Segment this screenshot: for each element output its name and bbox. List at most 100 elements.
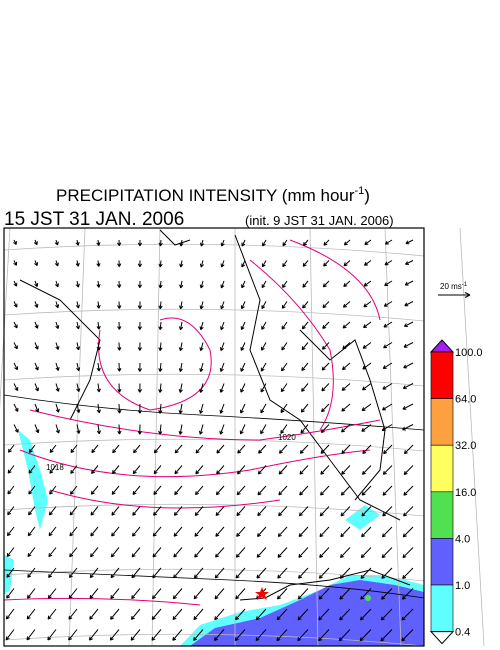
wind-arrow [132, 465, 141, 475]
wind-arrow [261, 301, 267, 310]
wind-arrow [401, 588, 414, 600]
wind-arrow [277, 526, 288, 538]
wind-arrow [158, 239, 163, 247]
wind-arrow [34, 280, 39, 287]
wind-arrow [403, 342, 414, 348]
wind-arrow [193, 567, 204, 579]
wind-arrow [220, 260, 225, 268]
wind-arrow [199, 260, 204, 268]
wind-arrow [362, 362, 372, 370]
wind-arrow [319, 526, 330, 538]
wind-arrow [55, 383, 60, 392]
wind-arrow [220, 280, 225, 289]
wind-arrow [241, 239, 246, 247]
wind-arrow [364, 260, 372, 266]
wind-arrow [199, 362, 204, 372]
wind-arrow [174, 485, 183, 496]
colorbar-label: 16.0 [455, 487, 476, 499]
wind-arrow [54, 260, 59, 267]
wind-arrow [340, 485, 351, 496]
wind-arrow [382, 485, 393, 496]
wind-arrow [363, 280, 372, 287]
wind-arrow [131, 567, 141, 579]
wind-arrow [131, 588, 141, 600]
wind-arrow [342, 342, 351, 350]
wind-arrow [234, 629, 246, 642]
colorbar-label: 32.0 [455, 440, 476, 452]
wind-arrow [301, 342, 309, 351]
wind-arrow [109, 629, 120, 641]
meridian [0, 227, 11, 410]
wind-arrow [13, 239, 17, 245]
wind-arrow [255, 608, 267, 621]
wind-arrow [361, 526, 372, 538]
wind-arrow [318, 608, 330, 621]
wind-arrow [112, 444, 120, 454]
wind-arrow [153, 465, 162, 475]
wind-arrow [362, 444, 372, 455]
wind-arrow [178, 383, 183, 393]
wind-arrow [130, 629, 141, 641]
wind-arrow [261, 342, 267, 351]
scale-sup: -1 [462, 282, 468, 288]
wind-arrow [34, 260, 38, 267]
wind-arrow [172, 629, 183, 641]
wind-arrow [404, 301, 414, 307]
wind-arrow [401, 629, 414, 642]
wind-arrow [151, 629, 162, 641]
wind-arrow [13, 383, 19, 391]
wind-arrow [7, 485, 15, 495]
wind-arrow [54, 239, 59, 246]
wind-arrow [384, 239, 393, 245]
wind-arrow [178, 342, 184, 352]
wind-arrow [137, 403, 142, 414]
map-frame [3, 227, 425, 647]
wind-arrow [5, 629, 15, 641]
wind-arrow [199, 280, 204, 289]
wind-arrow [13, 403, 19, 412]
wind-arrow [117, 362, 122, 372]
wind-arrow [220, 301, 225, 310]
wind-arrow [261, 280, 267, 289]
wind-arrow [117, 280, 122, 288]
colorbar-segment [430, 351, 454, 399]
wind-arrow [193, 588, 204, 600]
wind-arrow [173, 506, 183, 516]
wind-arrow [258, 444, 267, 454]
wind-arrow [172, 588, 183, 600]
wind-arrow [33, 239, 38, 246]
parallel [3, 633, 425, 647]
wind-arrow [193, 629, 204, 641]
wind-arrow [361, 403, 372, 412]
wind-arrow [69, 506, 78, 516]
wind-arrow [158, 280, 163, 289]
wind-arrow [117, 260, 122, 267]
wind-arrow [402, 547, 414, 559]
wind-arrow [96, 260, 101, 267]
wind-arrow [383, 342, 393, 349]
wind-arrow [240, 362, 246, 372]
wind-arrow [49, 444, 57, 453]
wind-arrow [323, 260, 330, 267]
wind-arrow [96, 321, 101, 330]
wind-arrow [320, 444, 330, 454]
wind-arrow [199, 321, 204, 331]
wind-arrow [137, 260, 143, 268]
wind-arrow [383, 444, 393, 455]
wind-arrow [158, 424, 163, 435]
wind-arrow [321, 403, 330, 413]
wind-arrow [89, 567, 99, 579]
wind-arrow [318, 629, 330, 642]
location-star [255, 587, 269, 600]
wind-arrow [215, 485, 225, 496]
wind-arrow [257, 465, 267, 475]
wind-arrow [117, 342, 122, 351]
wind-arrow [34, 424, 40, 434]
wind-arrow [68, 567, 78, 579]
wind-arrow [403, 465, 414, 475]
wind-arrow [321, 383, 330, 392]
wind-arrow [241, 260, 246, 268]
wind-arrow [194, 526, 204, 537]
wind-arrow [298, 547, 309, 558]
wind-arrow [341, 403, 351, 412]
